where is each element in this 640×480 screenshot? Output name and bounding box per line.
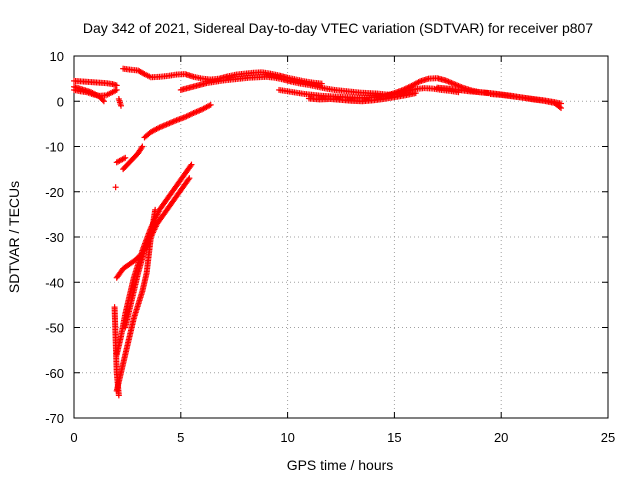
x-tick-label: 5 xyxy=(177,430,184,445)
data-point-marker xyxy=(558,105,565,112)
y-tick-label: -30 xyxy=(45,230,64,245)
data-point-marker xyxy=(188,161,195,168)
chart-title: Day 342 of 2021, Sidereal Day-to-day VTE… xyxy=(83,20,593,36)
data-point-marker xyxy=(113,86,120,93)
data-point-marker xyxy=(318,80,325,87)
data-point-marker xyxy=(185,176,192,183)
y-tick-label: -70 xyxy=(45,411,64,426)
data-point-marker xyxy=(152,206,159,213)
x-axis-label: GPS time / hours xyxy=(287,457,394,473)
data-point-marker xyxy=(99,97,106,104)
data-point-marker xyxy=(139,143,146,150)
x-axis: 0 5 10 15 20 25 xyxy=(70,56,615,445)
data-points xyxy=(71,65,565,399)
data-point-marker xyxy=(556,104,563,111)
data-point-marker xyxy=(412,90,419,97)
x-tick-label: 25 xyxy=(601,430,615,445)
data-point-marker xyxy=(138,144,145,151)
data-point-marker xyxy=(137,252,144,259)
data-point-marker xyxy=(136,253,143,260)
y-tick-label: -20 xyxy=(45,185,64,200)
data-point-marker xyxy=(100,98,107,105)
data-point-marker xyxy=(122,154,129,161)
x-tick-label: 20 xyxy=(494,430,508,445)
y-tick-label: 10 xyxy=(50,49,64,64)
x-tick-label: 10 xyxy=(280,430,294,445)
y-tick-label: -40 xyxy=(45,275,64,290)
grid-lines xyxy=(74,56,608,418)
data-point-marker xyxy=(207,101,214,108)
y-tick-label: -10 xyxy=(45,140,64,155)
x-tick-label: 0 xyxy=(70,430,77,445)
data-point-marker xyxy=(187,162,194,169)
x-tick-label: 15 xyxy=(387,430,401,445)
data-point-marker xyxy=(186,175,193,182)
data-point-marker xyxy=(117,102,124,109)
y-axis-label: SDTVAR / TECUs xyxy=(6,181,22,293)
y-tick-label: -50 xyxy=(45,321,64,336)
y-tick-label: 0 xyxy=(57,94,64,109)
y-axis: 10 0 -10 -20 -30 -40 -50 -60 -70 xyxy=(45,49,608,426)
data-point-marker xyxy=(115,392,122,399)
data-point-marker xyxy=(112,184,119,191)
y-tick-label: -60 xyxy=(45,366,64,381)
